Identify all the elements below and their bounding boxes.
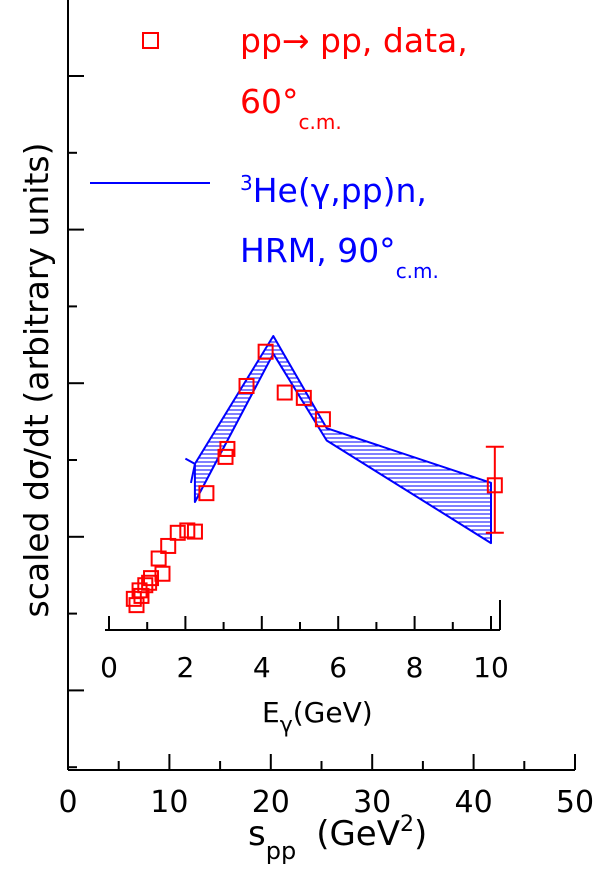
bottom-axis-label-close: ) [414,814,427,854]
bottom-tick-label: 50 [556,785,594,820]
inner-tick-labels: 0 2 4 6 8 10 [100,651,509,684]
legend-entry2-line1: 3He(γ,pp)n, [240,171,427,210]
data-point [257,343,274,360]
data-point [169,524,186,541]
inner-tick-label: 2 [176,651,194,684]
y-axis-label: scaled dσ/dt (arbitrary units) [17,143,56,618]
bottom-tick-label: 10 [150,785,188,820]
theory-band-layer [184,335,492,545]
inner-tick-label: 6 [329,651,347,684]
inner-axis-label-units: (GeV) [293,696,373,729]
theory-band [193,335,492,545]
legend-entry2-model: HRM, 90° [240,231,396,270]
legend-entry1-angle: 60° [240,82,299,121]
data-point [219,440,236,457]
data-point [143,570,160,587]
data-points-layer [125,343,504,614]
data-point [314,411,331,428]
theory-band-notch [184,457,197,484]
legend-marker-data [142,32,159,49]
inner-x-ticks [108,616,492,630]
bottom-axis-label: spp (GeV2) [248,812,427,865]
legend: pp→ pp, data, 60°c.m. 3He(γ,pp)n, HRM, 9… [90,21,468,283]
main-y-ticks [68,75,84,769]
data-point [141,574,158,591]
bottom-tick-labels: 0 10 20 30 40 50 [58,785,594,820]
inner-axis-label-sub: γ [280,713,293,738]
data-point [276,384,293,401]
legend-entry1-sub: c.m. [299,110,342,134]
bottom-tick-label: 30 [353,785,391,820]
bottom-axis-label-sup: 2 [400,812,414,837]
legend-entry2-sup: 3 [240,171,253,195]
bottom-axis-label-sub: pp [266,837,296,865]
legend-entry2-line2: HRM, 90°c.m. [240,231,439,283]
inner-axis-label-main: E [262,696,280,729]
legend-entry1-line2: 60°c.m. [240,82,342,134]
inner-tick-label: 4 [253,651,271,684]
legend-entry1-line1: pp→ pp, data, [240,21,468,60]
bottom-axis-label-main: s [248,814,266,854]
data-point [238,377,255,394]
bottom-tick-label: 40 [455,785,493,820]
data-point [198,485,215,502]
inner-tick-label: 0 [100,651,118,684]
data-point [160,537,177,554]
data-point [186,523,203,540]
data-point [295,389,312,406]
bottom-tick-label: 0 [58,785,77,820]
main-axes [67,0,576,771]
inner-plot: 0 2 4 6 8 10 Eγ(GeV) [100,335,509,738]
inner-axis-label: Eγ(GeV) [262,696,373,738]
inner-tick-label: 10 [473,651,509,684]
bottom-axis-label-units: (GeV [316,814,400,854]
data-point [154,565,171,582]
main-x-ticks [67,754,576,770]
data-point [150,550,167,567]
legend-entry2-sub: c.m. [396,259,439,283]
legend-entry2-reaction: He(γ,pp)n, [253,171,427,210]
bottom-tick-label: 20 [252,785,290,820]
inner-tick-label: 8 [406,651,424,684]
data-point [486,477,503,494]
